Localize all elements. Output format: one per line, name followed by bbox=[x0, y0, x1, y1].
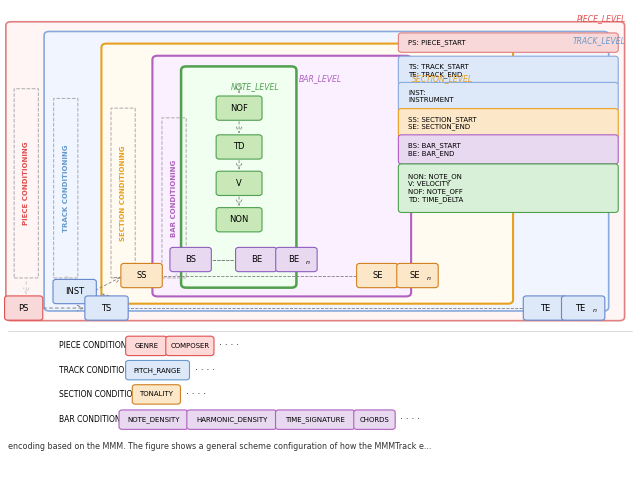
Text: INST:
INSTRUMENT: INST: INSTRUMENT bbox=[408, 90, 454, 103]
Text: INST: INST bbox=[65, 287, 84, 296]
Text: PS: PIECE_START: PS: PIECE_START bbox=[408, 39, 465, 46]
Text: PIECE CONDITIONING =: PIECE CONDITIONING = bbox=[59, 342, 149, 350]
Text: GENRE: GENRE bbox=[134, 343, 159, 349]
FancyBboxPatch shape bbox=[398, 164, 618, 212]
Text: PIECE_LEVEL: PIECE_LEVEL bbox=[577, 14, 626, 23]
FancyBboxPatch shape bbox=[119, 410, 188, 429]
FancyBboxPatch shape bbox=[101, 43, 513, 304]
Text: CHORDS: CHORDS bbox=[360, 417, 389, 423]
Text: SECTION_LEVEL: SECTION_LEVEL bbox=[412, 75, 473, 83]
FancyBboxPatch shape bbox=[4, 296, 43, 320]
Text: SS: SECTION_START
SE: SECTION_END: SS: SECTION_START SE: SECTION_END bbox=[408, 116, 477, 130]
Text: BAR CONDITIONING: BAR CONDITIONING bbox=[171, 159, 177, 237]
Text: encoding based on the MMM. The figure shows a general scheme configuration of ho: encoding based on the MMM. The figure sh… bbox=[8, 442, 431, 451]
Text: TRACK_LEVEL: TRACK_LEVEL bbox=[573, 36, 626, 45]
FancyBboxPatch shape bbox=[276, 247, 317, 272]
Text: TS: TS bbox=[101, 304, 111, 312]
Text: BE: BE bbox=[288, 255, 300, 264]
Text: BS: BAR_START
BE: BAR_END: BS: BAR_START BE: BAR_END bbox=[408, 142, 461, 157]
FancyBboxPatch shape bbox=[398, 33, 618, 52]
Text: TONALITY: TONALITY bbox=[140, 391, 173, 397]
Text: COMPOSER: COMPOSER bbox=[170, 343, 209, 349]
Text: TD: TD bbox=[234, 142, 245, 151]
FancyBboxPatch shape bbox=[44, 31, 609, 311]
Text: NOTE_LEVEL: NOTE_LEVEL bbox=[231, 82, 280, 91]
Text: n: n bbox=[306, 260, 310, 265]
FancyBboxPatch shape bbox=[398, 135, 618, 164]
Text: TRACK CONDITIONING =: TRACK CONDITIONING = bbox=[59, 366, 152, 375]
FancyBboxPatch shape bbox=[216, 207, 262, 232]
Text: n: n bbox=[427, 276, 431, 281]
Text: · · · ·: · · · · bbox=[219, 342, 239, 350]
Text: PS: PS bbox=[19, 304, 29, 312]
FancyBboxPatch shape bbox=[276, 410, 355, 429]
FancyBboxPatch shape bbox=[397, 264, 438, 287]
Text: SE: SE bbox=[372, 271, 383, 280]
Text: BAR_LEVEL: BAR_LEVEL bbox=[299, 75, 342, 83]
Text: SS: SS bbox=[136, 271, 147, 280]
FancyBboxPatch shape bbox=[356, 264, 398, 287]
FancyBboxPatch shape bbox=[187, 410, 276, 429]
Text: TS: TRACK_START
TE: TRACK_END: TS: TRACK_START TE: TRACK_END bbox=[408, 63, 468, 78]
Text: NOF: NOF bbox=[230, 103, 248, 113]
FancyBboxPatch shape bbox=[561, 296, 605, 320]
Text: · · · ·: · · · · bbox=[186, 390, 205, 399]
Text: TE: TE bbox=[575, 304, 586, 312]
FancyBboxPatch shape bbox=[398, 82, 618, 112]
FancyBboxPatch shape bbox=[125, 361, 189, 380]
FancyBboxPatch shape bbox=[524, 296, 566, 320]
Text: n: n bbox=[593, 308, 596, 313]
Text: HARMONIC_DENSITY: HARMONIC_DENSITY bbox=[196, 416, 268, 423]
Text: · · · ·: · · · · bbox=[195, 366, 214, 375]
FancyBboxPatch shape bbox=[216, 135, 262, 159]
FancyBboxPatch shape bbox=[216, 96, 262, 120]
Text: NOTE_DENSITY: NOTE_DENSITY bbox=[127, 416, 180, 423]
FancyBboxPatch shape bbox=[152, 56, 411, 296]
Text: V: V bbox=[236, 179, 242, 188]
FancyBboxPatch shape bbox=[53, 280, 97, 304]
FancyBboxPatch shape bbox=[132, 385, 180, 404]
FancyBboxPatch shape bbox=[398, 56, 618, 85]
FancyBboxPatch shape bbox=[170, 247, 211, 272]
Text: BE: BE bbox=[251, 255, 262, 264]
Text: SECTION CONDITIONING: SECTION CONDITIONING bbox=[120, 145, 126, 241]
Text: NON: NOTE_ON
V: VELOCITY
NOF: NOTE_OFF
TD: TIME_DELTA: NON: NOTE_ON V: VELOCITY NOF: NOTE_OFF T… bbox=[408, 174, 463, 203]
FancyBboxPatch shape bbox=[6, 22, 625, 321]
Text: BS: BS bbox=[185, 255, 196, 264]
FancyBboxPatch shape bbox=[181, 66, 296, 287]
FancyBboxPatch shape bbox=[354, 410, 395, 429]
FancyBboxPatch shape bbox=[85, 296, 128, 320]
Text: TRACK CONDITIONING: TRACK CONDITIONING bbox=[63, 144, 68, 232]
FancyBboxPatch shape bbox=[125, 336, 167, 356]
Text: PITCH_RANGE: PITCH_RANGE bbox=[134, 367, 182, 373]
Text: SE: SE bbox=[410, 271, 420, 280]
Text: TE: TE bbox=[540, 304, 550, 312]
Text: PIECE CONDITIONING: PIECE CONDITIONING bbox=[23, 142, 29, 225]
FancyBboxPatch shape bbox=[166, 336, 214, 356]
Text: · · · ·: · · · · bbox=[400, 415, 420, 424]
Text: NON: NON bbox=[229, 215, 249, 224]
FancyBboxPatch shape bbox=[121, 264, 163, 287]
FancyBboxPatch shape bbox=[236, 247, 277, 272]
Text: SECTION CONDITIONING =: SECTION CONDITIONING = bbox=[59, 390, 161, 399]
FancyBboxPatch shape bbox=[398, 109, 618, 138]
FancyBboxPatch shape bbox=[216, 171, 262, 196]
Text: BAR CONDITIONING =: BAR CONDITIONING = bbox=[59, 415, 143, 424]
Text: TIME_SIGNATURE: TIME_SIGNATURE bbox=[285, 416, 345, 423]
